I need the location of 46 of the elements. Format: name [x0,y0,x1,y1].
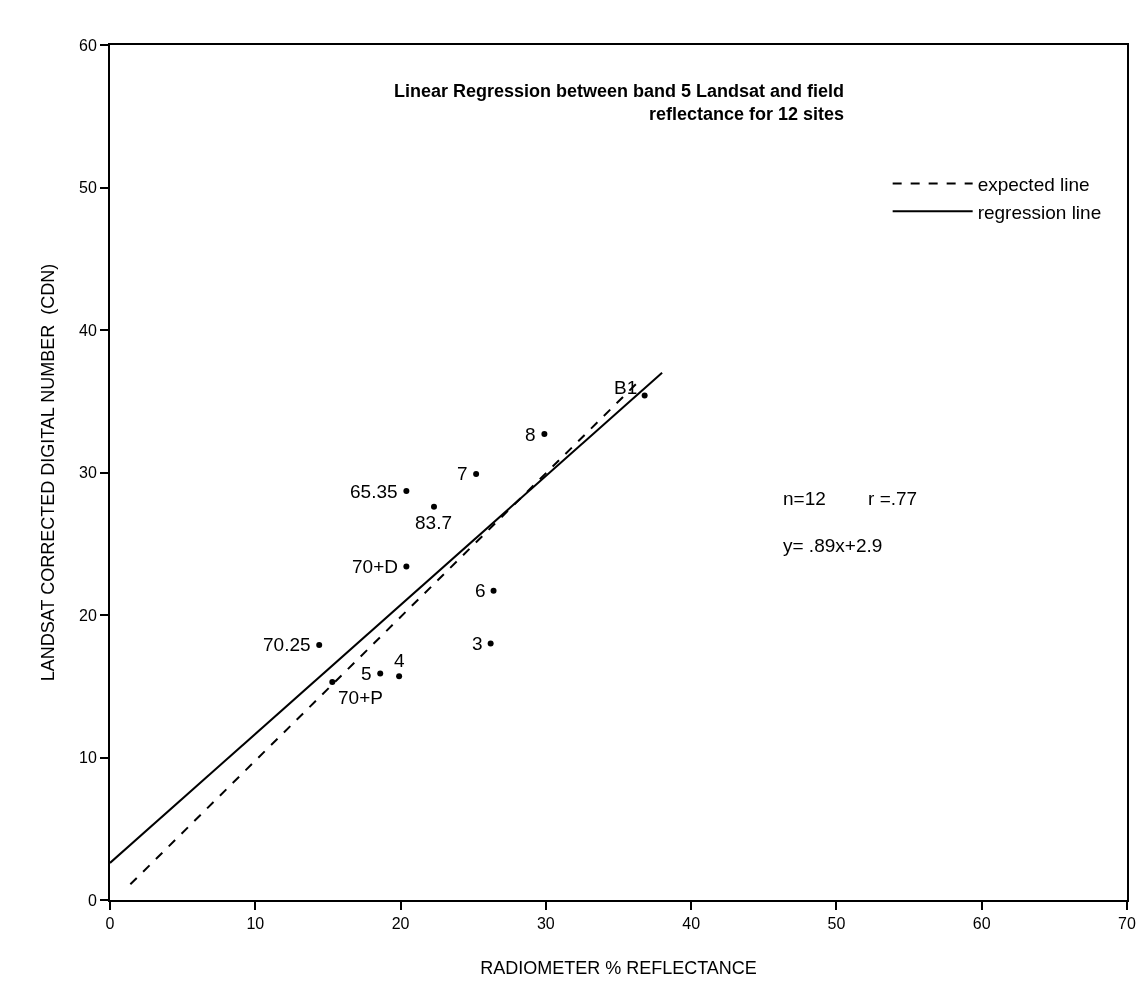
point [541,431,548,438]
annotation: 83.7 [415,512,452,533]
point [329,678,336,685]
x-tick-label: 70 [1118,915,1136,933]
x-tick-label: 10 [246,915,265,933]
annotation: 5 [361,663,372,684]
annotation: 65.35 [350,481,398,502]
annotation: n=12 r =.77 [783,488,918,509]
annotation: 6 [475,580,486,601]
y-tick-label: 0 [87,891,97,909]
y-tick-label: 20 [79,606,97,624]
point [430,503,437,510]
annotation: 70+P [338,687,383,708]
point [641,392,648,399]
point [403,563,410,570]
y-tick-label: 60 [79,36,97,54]
point [316,641,323,648]
annotation: y= .89x+2.9 [783,535,883,556]
x-axis-title: RADIOMETER % REFLECTANCE [480,957,757,978]
annotation: 7 [457,463,468,484]
text: Linear Regression between band 5 Landsat and field reflectance for 12 sites [394,81,845,125]
annotation: 70.25 [263,634,311,655]
point [473,470,480,477]
annotation: 3 [472,633,483,654]
annotation: B1 [614,377,638,398]
x-tick-label: 30 [536,915,555,933]
x-tick-label: 50 [827,915,846,933]
point [396,673,403,680]
y-tick-label: 30 [79,464,97,482]
x-tick-label: 20 [391,915,410,933]
point [377,670,384,677]
y-tick-label: 40 [79,321,97,339]
x-tick-label: 60 [972,915,991,933]
y-tick-label: 10 [79,749,97,767]
annotation: 4 [394,650,405,671]
legend-label: expected line [977,173,1090,195]
y-tick-label: 50 [79,179,97,197]
x-tick-label: 40 [682,915,701,933]
annotation: 8 [525,424,536,445]
x-tick-label: 0 [105,915,115,933]
point [487,640,494,647]
y-axis-title: LANDSAT CORRECTED DIGITAL NUMBER (CDN) [37,263,58,682]
legend-label: regression line [977,201,1102,223]
annotation: 70+D [352,556,398,577]
point [403,488,410,495]
point [490,587,497,594]
